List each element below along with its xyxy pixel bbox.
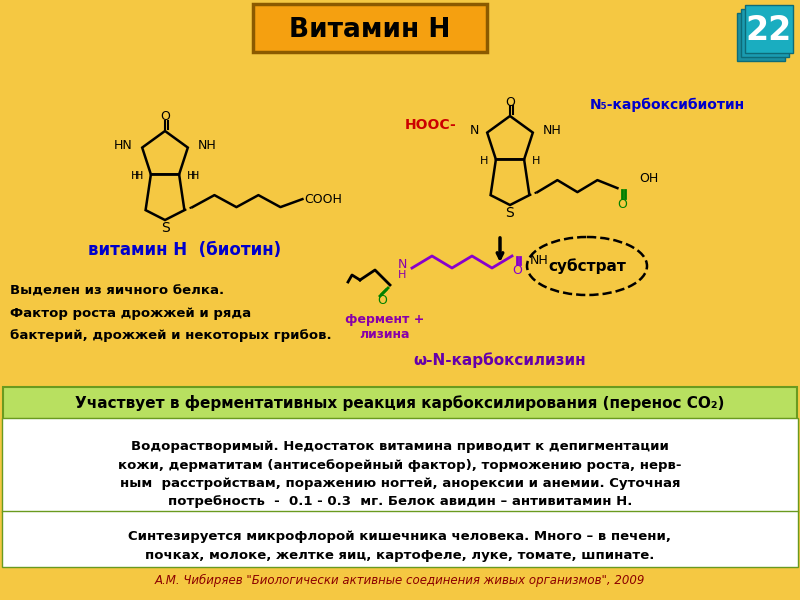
Text: H: H	[130, 172, 139, 181]
Text: H: H	[191, 172, 199, 181]
FancyBboxPatch shape	[253, 4, 487, 52]
Text: фермент +: фермент +	[346, 313, 425, 326]
Text: бактерий, дрожжей и некоторых грибов.: бактерий, дрожжей и некоторых грибов.	[10, 329, 332, 342]
Text: HOOC-: HOOC-	[405, 118, 457, 132]
Text: Витамин Н: Витамин Н	[290, 17, 450, 43]
FancyBboxPatch shape	[2, 511, 798, 567]
Text: ω-N-карбоксилизин: ω-N-карбоксилизин	[414, 352, 586, 368]
Text: Водорастворимый. Недостаток витамина приводит к депигментации
кожи, дерматитам (: Водорастворимый. Недостаток витамина при…	[118, 440, 682, 509]
Text: OH: OH	[639, 172, 658, 185]
Text: N: N	[470, 124, 479, 137]
Text: витамин Н  (биотин): витамин Н (биотин)	[89, 241, 282, 259]
Text: H: H	[479, 157, 488, 166]
Text: H: H	[398, 270, 406, 280]
Text: субстрат: субстрат	[548, 258, 626, 274]
Text: N₅-карбоксибиотин: N₅-карбоксибиотин	[590, 98, 745, 112]
Text: NH: NH	[530, 254, 549, 268]
Text: O: O	[618, 197, 627, 211]
Text: S: S	[161, 221, 170, 235]
Text: O: O	[512, 263, 522, 277]
Text: Синтезируется микрофлорой кишечника человека. Много – в печени,
почках, молоке, : Синтезируется микрофлорой кишечника чело…	[129, 530, 671, 562]
Text: лизина: лизина	[360, 329, 410, 341]
Text: Выделен из яичного белка.: Выделен из яичного белка.	[10, 285, 224, 298]
Text: COOH: COOH	[305, 193, 342, 206]
Text: O: O	[377, 293, 387, 307]
Text: H: H	[187, 172, 195, 181]
Text: H: H	[532, 157, 541, 166]
Text: NH: NH	[543, 124, 562, 137]
Text: O: O	[160, 110, 170, 124]
Text: А.М. Чибиряев "Биологически активные соединения живых организмов", 2009: А.М. Чибиряев "Биологически активные сое…	[155, 574, 645, 587]
Text: H: H	[134, 172, 143, 181]
FancyBboxPatch shape	[3, 387, 797, 419]
Text: 22: 22	[746, 13, 792, 46]
Text: Фактор роста дрожжей и ряда: Фактор роста дрожжей и ряда	[10, 307, 251, 320]
Text: N: N	[398, 257, 406, 271]
FancyBboxPatch shape	[2, 418, 798, 512]
FancyBboxPatch shape	[745, 5, 793, 53]
Text: Участвует в ферментативных реакция карбоксилирования (перенос СО₂): Участвует в ферментативных реакция карбо…	[75, 395, 725, 411]
Text: S: S	[506, 206, 514, 220]
Text: O: O	[505, 95, 515, 109]
Text: HN: HN	[114, 139, 132, 152]
Text: NH: NH	[198, 139, 217, 152]
FancyBboxPatch shape	[741, 9, 789, 57]
FancyBboxPatch shape	[737, 13, 785, 61]
